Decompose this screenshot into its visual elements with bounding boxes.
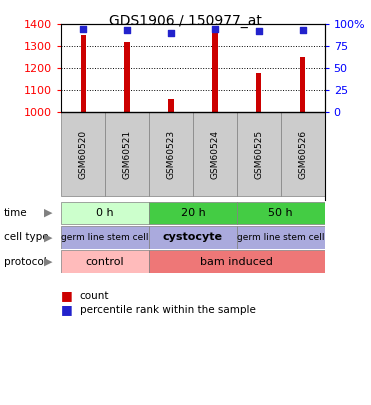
Bar [149, 250, 325, 273]
Text: bam induced: bam induced [200, 257, 273, 266]
Text: ■: ■ [61, 303, 73, 316]
Text: GSM60523: GSM60523 [167, 130, 175, 179]
Text: ■: ■ [61, 289, 73, 302]
Bar [237, 202, 325, 224]
Bar [61, 113, 105, 196]
Text: cell type: cell type [4, 232, 48, 242]
Bar [300, 57, 305, 112]
Bar [61, 202, 149, 224]
Text: 20 h: 20 h [181, 208, 205, 218]
Point [124, 27, 130, 34]
Point [212, 26, 218, 32]
Point [300, 27, 306, 34]
Text: cystocyte: cystocyte [163, 232, 223, 242]
Bar [193, 113, 237, 196]
Bar [168, 98, 174, 112]
Text: germ line stem cell: germ line stem cell [237, 233, 325, 242]
Bar [105, 113, 149, 196]
Bar [149, 202, 237, 224]
Text: GSM60524: GSM60524 [210, 130, 219, 179]
Text: 50 h: 50 h [268, 208, 293, 218]
Text: germ line stem cell: germ line stem cell [61, 233, 149, 242]
Text: GSM60520: GSM60520 [79, 130, 88, 179]
Bar [281, 113, 325, 196]
Bar [237, 113, 281, 196]
Text: GSM60525: GSM60525 [254, 130, 263, 179]
Point [80, 26, 86, 32]
Text: percentile rank within the sample: percentile rank within the sample [80, 305, 256, 315]
Bar [124, 43, 130, 112]
Text: GDS1906 / 150977_at: GDS1906 / 150977_at [109, 14, 262, 28]
Bar [237, 226, 325, 249]
Bar [149, 226, 237, 249]
Bar [81, 35, 86, 112]
Bar [256, 73, 262, 112]
Point [256, 28, 262, 34]
Text: ▶: ▶ [44, 208, 52, 218]
Point [168, 30, 174, 36]
Bar [212, 28, 217, 112]
Text: GSM60526: GSM60526 [298, 130, 307, 179]
Bar [61, 250, 149, 273]
Text: time: time [4, 208, 27, 218]
Bar [149, 113, 193, 196]
Text: protocol: protocol [4, 257, 46, 266]
Text: GSM60521: GSM60521 [122, 130, 132, 179]
Text: ▶: ▶ [44, 257, 52, 266]
Text: control: control [86, 257, 124, 266]
Text: 0 h: 0 h [96, 208, 114, 218]
Bar [61, 226, 149, 249]
Text: ▶: ▶ [44, 232, 52, 242]
Text: count: count [80, 291, 109, 301]
